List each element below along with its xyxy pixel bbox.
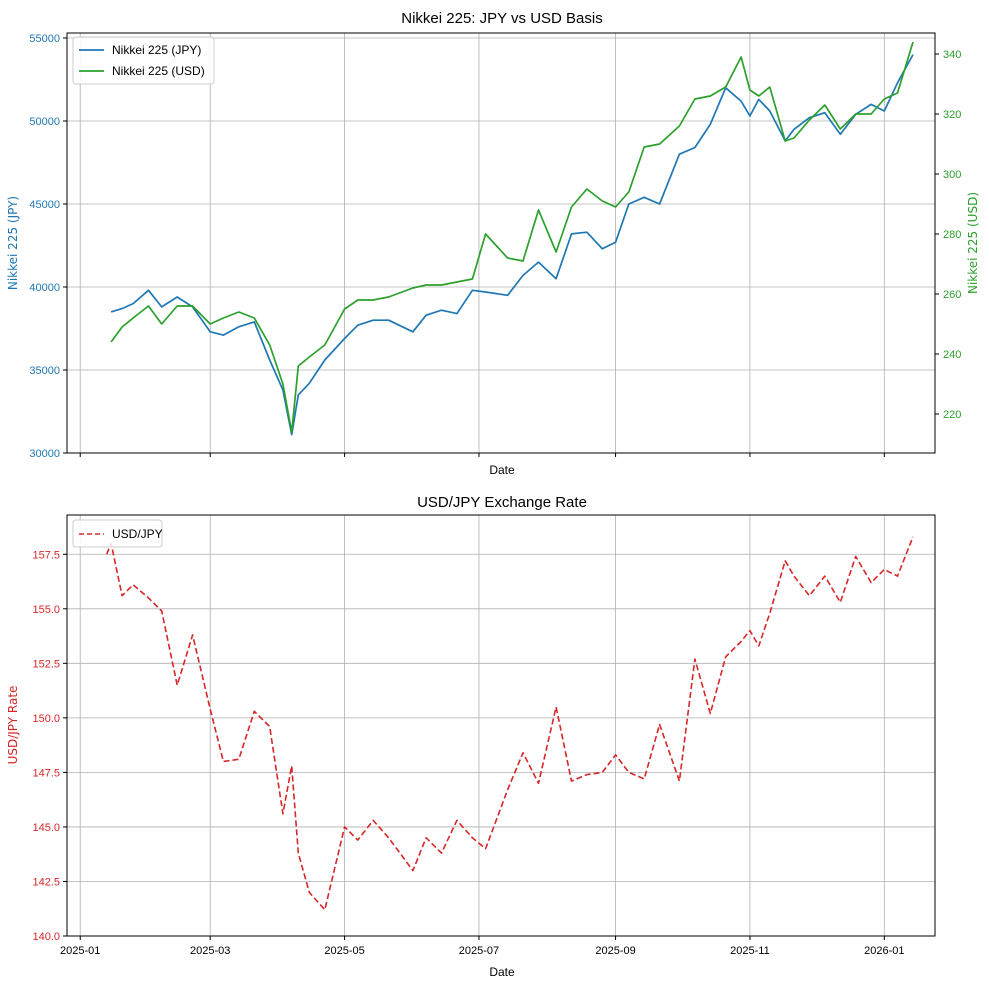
series-line-usdjpy [105,536,914,911]
bottom-x-tick-label: 2025-03 [190,945,230,957]
bottom-y-tick-label: 145.0 [32,822,60,834]
legend-label-usdjpy: USD/JPY [112,527,163,541]
legend-label-usd: Nikkei 225 (USD) [112,64,205,78]
chart-title-nikkei: Nikkei 225: JPY vs USD Basis [401,10,602,27]
top-plot-frame [66,32,936,454]
bottom-grid [67,515,935,937]
top-legend-box [72,36,215,85]
top-series [110,41,914,436]
top-left-tick-label: 50000 [29,116,60,128]
bottom-legend: USD/JPY [72,519,163,548]
bottom-y-axis: 140.0 142.5 145.0 147.5 150.0 152.5 155.0 157.5 [32,549,67,943]
series-line-usd [110,41,914,433]
bottom-legend-box [72,519,163,548]
top-left-tick-label: 40000 [29,282,60,294]
bottom-x-label: Date [489,965,515,979]
legend-label-jpy: Nikkei 225 (JPY) [112,43,201,57]
top-legend: Nikkei 225 (JPY) Nikkei 225 (USD) [72,36,215,85]
chart-usdjpy: USD/JPY Exchange Rate 140.0 142.5 145.0 147… [6,494,936,979]
bottom-x-tick-label: 2025-07 [459,945,499,957]
top-y-right-label: Nikkei 225 (USD) [966,192,980,294]
bottom-x-tick-label: 2025-01 [60,945,100,957]
bottom-y-tick-label: 152.5 [32,658,60,670]
top-x-axis [79,453,885,457]
top-right-tick-label: 340 [943,49,961,61]
bottom-y-tick-label: 157.5 [32,549,60,561]
top-grid [67,33,935,454]
top-right-tick-label: 280 [943,229,961,241]
bottom-x-tick-label: 2025-09 [595,945,635,957]
chart-title-usdjpy: USD/JPY Exchange Rate [417,494,587,511]
top-left-axis: 30000 35000 40000 45000 50000 55000 [29,33,67,460]
top-right-axis: 220 240 260 280 300 320 340 [935,49,961,421]
top-left-tick-label: 45000 [29,199,60,211]
top-x-label: Date [489,463,515,477]
bottom-x-tick-label: 2025-05 [324,945,364,957]
chart-nikkei: Nikkei 225: JPY vs USD Basis 30000 35000 4… [6,10,980,477]
bottom-y-tick-label: 155.0 [32,604,60,616]
bottom-y-tick-label: 147.5 [32,767,60,779]
top-right-tick-label: 240 [943,349,961,361]
top-right-tick-label: 220 [943,409,961,421]
top-y-left-label: Nikkei 225 (JPY) [6,196,20,290]
bottom-x-axis: 2025-01 2025-03 2025-05 2025-07 2025-09 2025-… [60,936,905,957]
top-left-tick-label: 55000 [29,33,60,45]
top-right-tick-label: 260 [943,289,961,301]
bottom-y-tick-label: 140.0 [32,931,60,943]
bottom-y-tick-label: 150.0 [32,713,60,725]
top-right-tick-label: 300 [943,169,961,181]
series-line-jpy [110,54,914,436]
bottom-y-label: USD/JPY Rate [6,686,20,765]
top-left-tick-label: 35000 [29,365,60,377]
bottom-y-tick-label: 142.5 [32,876,60,888]
top-right-tick-label: 320 [943,109,961,121]
bottom-x-tick-label: 2026-01 [864,945,904,957]
top-left-tick-label: 30000 [29,448,60,460]
bottom-plot-frame [66,514,936,937]
bottom-series [105,536,914,911]
bottom-x-tick-label: 2025-11 [730,945,770,957]
